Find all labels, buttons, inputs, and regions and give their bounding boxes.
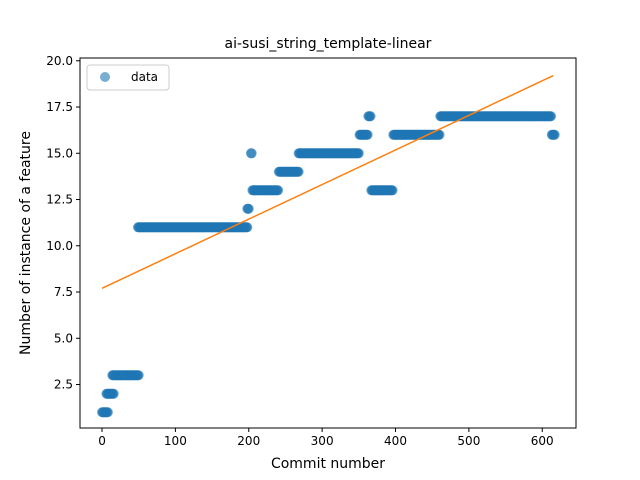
data-point [246, 148, 257, 159]
y-axis-label: Number of instance of a feature [18, 131, 34, 355]
plot-frame [79, 57, 577, 429]
y-tick-label: 2.5 [54, 378, 73, 392]
y-axis: 2.5 5.0 7.5 10.0 12.5 15.0 17.5 20.0 [46, 54, 80, 392]
y-tick-label: 15.0 [46, 146, 73, 160]
data-point [293, 166, 304, 177]
data-point [387, 185, 398, 196]
data-point [362, 129, 373, 140]
data-point [546, 111, 557, 122]
y-tick-label: 20.0 [46, 54, 73, 68]
data-point [273, 185, 284, 196]
y-tick-label: 5.0 [54, 331, 73, 345]
fit-line-layer [101, 74, 554, 290]
data-point [102, 407, 113, 418]
legend-label-data: data [131, 70, 158, 84]
data-point [549, 129, 560, 140]
data-point [365, 111, 376, 122]
x-axis-label: Commit number [271, 456, 385, 472]
x-tick-label: 0 [98, 434, 106, 448]
y-tick-label: 10.0 [46, 239, 73, 253]
x-tick-label: 500 [457, 434, 480, 448]
data-point [133, 370, 144, 381]
x-axis: 0 100 200 300 400 500 600 [98, 428, 554, 448]
data-point [243, 203, 254, 214]
x-tick-label: 600 [531, 434, 554, 448]
legend: data [86, 64, 170, 91]
y-tick-label: 17.5 [46, 100, 73, 114]
legend-box [86, 64, 170, 91]
data-points [97, 111, 560, 418]
y-tick-label: 12.5 [46, 193, 73, 207]
legend-marker-data [100, 72, 110, 82]
x-tick-label: 400 [384, 434, 407, 448]
data-point [434, 129, 445, 140]
y-tick-label: 7.5 [54, 285, 73, 299]
data-point [108, 388, 119, 399]
data-point [353, 148, 364, 159]
fit-line [101, 74, 554, 290]
x-tick-label: 300 [311, 434, 334, 448]
x-tick-label: 100 [164, 434, 187, 448]
chart-title: ai-susi_string_template-linear [225, 36, 432, 52]
data-point [242, 222, 253, 233]
x-tick-label: 200 [237, 434, 260, 448]
